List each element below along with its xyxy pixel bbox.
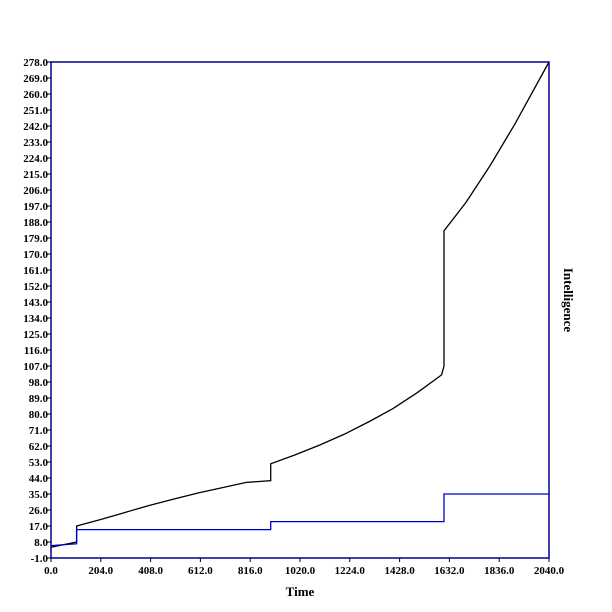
y-tick-label: 107.0: [23, 361, 48, 373]
y-tick-label: 161.0: [23, 265, 48, 277]
y-tick-label: 152.0: [23, 281, 48, 293]
plot-frame: [50, 61, 550, 559]
x-tick-label: 2040.0: [534, 565, 565, 577]
series-line-1: [50, 61, 550, 548]
y-axis-title: Intelligence: [561, 268, 576, 332]
y-tick-label: 71.0: [29, 425, 49, 437]
y-tick-label: 80.0: [29, 409, 49, 421]
x-tick-label: 1020.0: [285, 565, 316, 577]
y-tick-label: 170.0: [23, 249, 48, 261]
y-axis: -1.0 8.0 17.0 26.0 35.0 44.0 53.0 62.0 71.0 80.0 8…: [23, 57, 51, 565]
y-tick-label: 188.0: [23, 217, 48, 229]
series-layer: [50, 61, 550, 548]
y-tick-label: 35.0: [29, 489, 49, 501]
x-tick-label: 0.0: [44, 565, 58, 577]
y-tick-label: 278.0: [23, 57, 48, 69]
y-tick-label: 44.0: [29, 473, 49, 485]
y-tick-label: 26.0: [29, 505, 49, 517]
x-tick-label: 1836.0: [484, 565, 515, 577]
series-line-2: [50, 493, 549, 547]
x-tick-label: 1428.0: [384, 565, 415, 577]
y-tick-label: 251.0: [23, 105, 48, 117]
x-tick-label: 408.0: [138, 565, 163, 577]
x-tick-label: 1632.0: [434, 565, 465, 577]
y-tick-label: 116.0: [24, 345, 49, 357]
y-tick-label: 143.0: [23, 297, 48, 309]
x-axis: 0.0 204.0 408.0 612.0 816.0 1020.0 1224.0 1428.…: [44, 558, 565, 577]
y-tick-label: 215.0: [23, 169, 48, 181]
y-tick-label: 98.0: [29, 377, 49, 389]
y-tick-label: 197.0: [23, 201, 48, 213]
y-tick-label: 8.0: [34, 537, 48, 549]
y-tick-label: 206.0: [23, 185, 48, 197]
y-tick-label: 125.0: [23, 329, 48, 341]
y-tick-label: 134.0: [23, 313, 48, 325]
y-tick-label: -1.0: [31, 553, 49, 565]
y-tick-label: 269.0: [23, 73, 48, 85]
y-tick-label: 62.0: [29, 441, 49, 453]
y-tick-label: 53.0: [29, 457, 49, 469]
y-tick-label: 242.0: [23, 121, 48, 133]
x-axis-title: Time: [286, 584, 315, 599]
x-tick-label: 1224.0: [335, 565, 366, 577]
y-tick-label: 179.0: [23, 233, 48, 245]
x-tick-label: 612.0: [188, 565, 213, 577]
y-tick-label: 89.0: [29, 393, 49, 405]
x-tick-label: 816.0: [238, 565, 263, 577]
y-tick-label: 17.0: [29, 521, 49, 533]
x-tick-label: 204.0: [88, 565, 113, 577]
y-tick-label: 233.0: [23, 137, 48, 149]
y-tick-label: 260.0: [23, 89, 48, 101]
y-tick-label: 224.0: [23, 153, 48, 165]
